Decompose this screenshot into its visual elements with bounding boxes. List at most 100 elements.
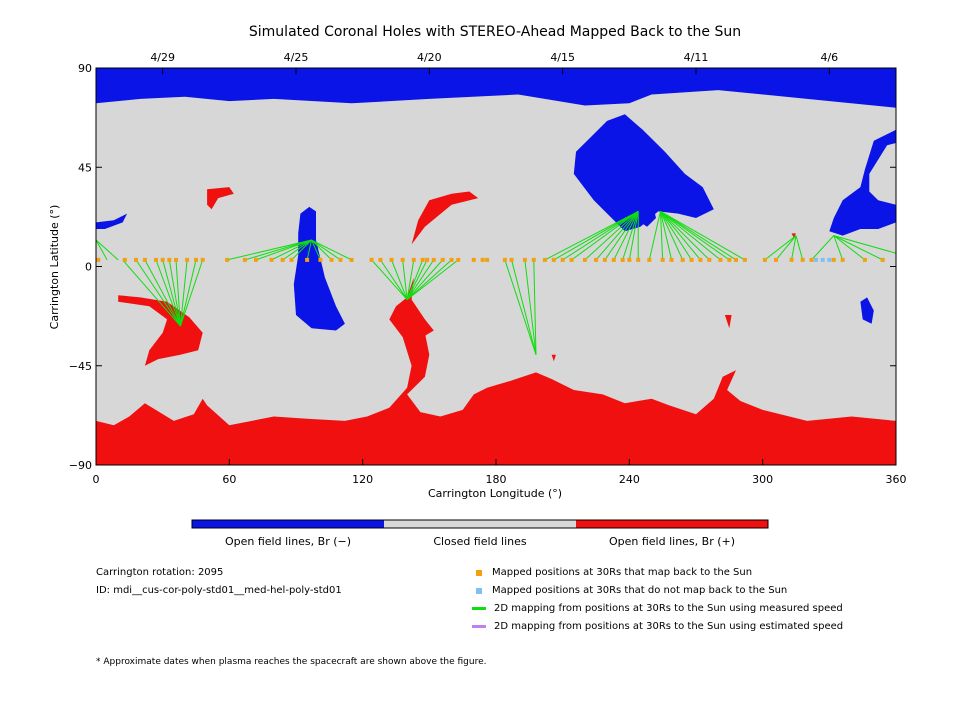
measured-mapping-line-1-3 bbox=[155, 259, 181, 327]
mapped-point-14 bbox=[269, 257, 274, 262]
date-tick-label-3: 4/15 bbox=[550, 51, 575, 64]
measured-mapping-line-4-2 bbox=[524, 259, 537, 355]
measured-mapping-line-7-0 bbox=[764, 235, 797, 261]
mapped-point-24 bbox=[389, 257, 394, 262]
mapped-point-50 bbox=[636, 257, 641, 262]
measured-mapping-line-1-5 bbox=[168, 259, 181, 327]
unmapped-point-0 bbox=[814, 257, 818, 262]
mapped-point-28 bbox=[425, 257, 430, 262]
measured-mapping-line-4-3 bbox=[533, 259, 537, 355]
mapped-point-49 bbox=[627, 257, 632, 262]
mapped-point-37 bbox=[509, 257, 514, 262]
measured-mapping-line-6-0 bbox=[648, 211, 661, 260]
measured-mapping-line-2-6 bbox=[306, 239, 313, 260]
measured-mapping-line-8-3 bbox=[833, 235, 883, 261]
mapped-point-62 bbox=[762, 257, 767, 262]
mapped-point-7 bbox=[174, 257, 178, 262]
measured-mapping-line-2-1 bbox=[244, 239, 312, 261]
measured-mapping-line-5-1 bbox=[553, 210, 639, 261]
legend-item-mapped: Mapped positions at 30Rs that map back t… bbox=[476, 567, 752, 578]
colorbar-closed bbox=[384, 520, 576, 528]
measured-mapping-line-1-4 bbox=[162, 259, 181, 327]
x-tick-label-2: 120 bbox=[352, 473, 373, 486]
measured-mapping-line-5-0 bbox=[544, 210, 639, 261]
measured-mapping-line-5-3 bbox=[571, 210, 639, 261]
mapped-point-3 bbox=[142, 257, 147, 262]
mapped-point-8 bbox=[185, 257, 190, 262]
measured-mapping-line-7-3 bbox=[795, 235, 804, 261]
legend-label-measured-speed: 2D mapping from positions at 30Rs to the… bbox=[494, 603, 843, 614]
mapped-point-46 bbox=[602, 257, 607, 262]
mapped-point-16 bbox=[289, 257, 294, 262]
coronal-hole-negative-5 bbox=[818, 90, 896, 236]
measured-mapping-line-4-1 bbox=[511, 259, 537, 355]
mapped-point-2 bbox=[134, 257, 138, 262]
coronal-hole-positive-13 bbox=[724, 315, 732, 329]
measured-mapping-line-6-5 bbox=[660, 211, 701, 261]
measured-mapping-line-1-9 bbox=[179, 259, 204, 327]
measured-mapping-line-1-2 bbox=[144, 259, 181, 327]
x-tick-label-4: 240 bbox=[619, 473, 640, 486]
mapped-point-70 bbox=[880, 257, 885, 262]
date-tick-label-2: 4/20 bbox=[417, 51, 442, 64]
x-tick-label-3: 180 bbox=[486, 473, 507, 486]
legend-item-measured-speed: 2D mapping from positions at 30Rs to the… bbox=[472, 603, 843, 614]
coronal-hole-negative-6 bbox=[860, 297, 874, 324]
carrington-rotation: Carrington rotation: 2095 bbox=[96, 567, 224, 578]
measured-mapping-line-1-6 bbox=[175, 259, 181, 327]
measured-mapping-line-2-8 bbox=[311, 239, 332, 261]
mapped-point-52 bbox=[660, 257, 665, 262]
legend-item-unmapped: Mapped positions at 30Rs that do not map… bbox=[476, 585, 787, 596]
measured-mapping-line-4-0 bbox=[504, 259, 537, 355]
mapped-point-41 bbox=[551, 257, 556, 262]
unmapped-point-1 bbox=[820, 257, 825, 262]
coronal-hole-positive-7 bbox=[96, 306, 896, 465]
measured-mapping-line-8-4 bbox=[833, 235, 896, 254]
legend-item-estimated-speed: 2D mapping from positions at 30Rs to the… bbox=[472, 621, 844, 632]
coronal-hole-negative-1 bbox=[96, 213, 128, 229]
mapped-point-11 bbox=[225, 257, 230, 262]
mapped-point-60 bbox=[734, 257, 738, 262]
colorbar bbox=[191, 519, 769, 529]
measured-mapping-line-3-7 bbox=[406, 259, 435, 300]
colorbar-label-closed: Closed field lines bbox=[433, 535, 527, 548]
mapped-point-59 bbox=[727, 257, 732, 262]
date-tick-label-5: 4/6 bbox=[820, 51, 838, 64]
mapped-point-69 bbox=[862, 257, 867, 262]
measured-mapping-line-7-2 bbox=[791, 235, 797, 260]
mapped-point-12 bbox=[242, 257, 247, 262]
measured-mapping-line-5-6 bbox=[604, 211, 639, 261]
footnote: * Approximate dates when plasma reaches … bbox=[96, 657, 487, 667]
measured-mapping-line-6-1 bbox=[659, 211, 664, 260]
measured-mapping-line-6-9 bbox=[660, 210, 737, 261]
measured-mapping-line-5-2 bbox=[562, 210, 639, 261]
mapped-point-64 bbox=[789, 257, 794, 262]
mapped-point-20 bbox=[338, 257, 343, 262]
mapped-point-15 bbox=[280, 257, 285, 262]
y-tick-label-1: −45 bbox=[69, 360, 92, 373]
y-axis-label: Carrington Latitude (°) bbox=[48, 205, 61, 330]
mapped-point-43 bbox=[569, 257, 574, 262]
mapped-point-18 bbox=[318, 257, 323, 262]
legend-label-estimated-speed: 2D mapping from positions at 30Rs to the… bbox=[494, 621, 844, 632]
mapped-point-6 bbox=[167, 257, 172, 262]
measured-mapping-line-3-4 bbox=[406, 259, 415, 300]
measured-mapping-line-2-0 bbox=[226, 239, 312, 261]
measured-mapping-line-2-3 bbox=[271, 239, 312, 261]
mapped-point-53 bbox=[669, 257, 674, 262]
colorbar-label-positive: Open field lines, Br (+) bbox=[608, 535, 736, 548]
x-tick-label-0: 0 bbox=[93, 473, 100, 486]
mapped-point-55 bbox=[689, 257, 694, 262]
measured-mapping-line-6-8 bbox=[660, 210, 730, 261]
y-tick-label-4: 90 bbox=[78, 62, 92, 75]
measured-mapping-line-2-7 bbox=[311, 239, 321, 261]
coronal-hole-negative-2 bbox=[293, 206, 345, 331]
mapped-point-47 bbox=[611, 257, 616, 262]
y-tick-label-3: 45 bbox=[78, 161, 92, 174]
coronal-hole-positive-14 bbox=[551, 354, 556, 362]
mapped-point-58 bbox=[718, 257, 723, 262]
mapped-point-63 bbox=[774, 257, 778, 262]
legend-swatch-unmapped bbox=[476, 587, 482, 594]
mapped-point-39 bbox=[531, 257, 536, 262]
coronal-hole-positive-12 bbox=[791, 233, 796, 238]
